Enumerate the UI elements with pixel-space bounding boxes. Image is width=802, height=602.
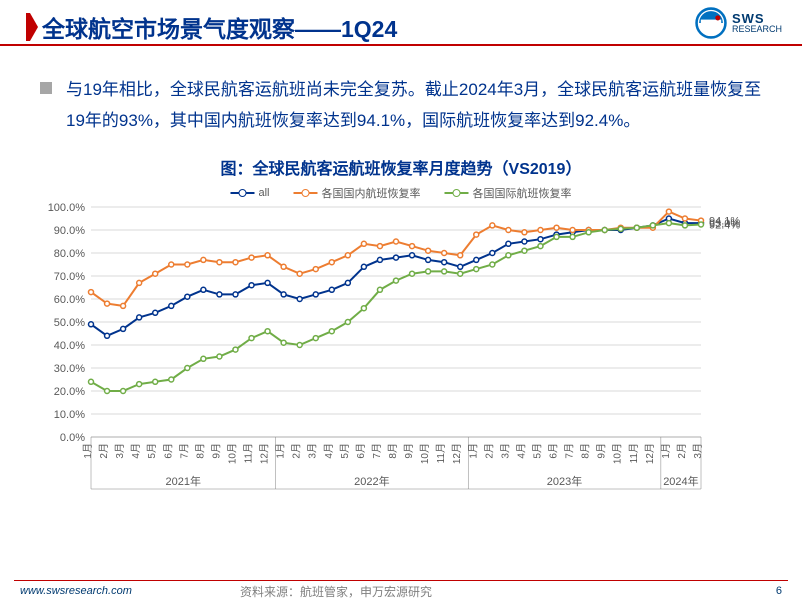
- footer-url: www.swsresearch.com: [20, 585, 132, 597]
- svg-text:12月: 12月: [259, 443, 271, 464]
- svg-text:10月: 10月: [612, 443, 624, 464]
- svg-text:5月: 5月: [339, 443, 351, 459]
- svg-text:12月: 12月: [644, 443, 656, 464]
- svg-text:7月: 7月: [564, 443, 576, 459]
- svg-text:2023年: 2023年: [547, 474, 582, 488]
- svg-text:2月: 2月: [483, 443, 495, 459]
- svg-text:6月: 6月: [162, 443, 174, 459]
- svg-text:2月: 2月: [291, 443, 303, 459]
- svg-text:3月: 3月: [499, 443, 511, 459]
- svg-text:50.0%: 50.0%: [54, 317, 85, 329]
- svg-text:3月: 3月: [692, 443, 704, 459]
- svg-text:0.0%: 0.0%: [60, 432, 85, 444]
- svg-text:6月: 6月: [355, 443, 367, 459]
- svg-text:90.0%: 90.0%: [54, 225, 85, 237]
- legend-item: 各国国际航班恢复率: [445, 185, 572, 201]
- svg-text:9月: 9月: [596, 443, 608, 459]
- slide-body: 与19年相比，全球民航客运航班尚未完全复苏。截止2024年3月，全球民航客运航班…: [0, 50, 802, 525]
- svg-text:2月: 2月: [98, 443, 110, 459]
- svg-text:92.4%: 92.4%: [709, 219, 740, 231]
- footer-page-number: 6: [776, 585, 782, 597]
- svg-text:10月: 10月: [419, 443, 431, 464]
- svg-text:1月: 1月: [660, 443, 672, 459]
- svg-text:5月: 5月: [146, 443, 158, 459]
- footer-source: 资料来源：航班管家，申万宏源研究: [240, 583, 432, 600]
- svg-text:8月: 8月: [194, 443, 206, 459]
- logo-icon: [694, 6, 728, 40]
- svg-text:1月: 1月: [467, 443, 479, 459]
- bullet-icon: [40, 82, 52, 94]
- svg-text:4月: 4月: [130, 443, 142, 459]
- slide-header: 全球航空市场景气度观察——1Q24 SWS RESEARCH: [0, 0, 802, 50]
- legend-item: 各国国内航班恢复率: [294, 185, 421, 201]
- svg-text:2021年: 2021年: [166, 474, 201, 488]
- svg-text:80.0%: 80.0%: [54, 248, 85, 260]
- logo-text-bottom: RESEARCH: [732, 25, 782, 34]
- recovery-chart: all 各国国内航班恢复率 各国国际航班恢复率 0.0% 10.0% 20.0% 30.0…: [41, 185, 761, 525]
- svg-text:10.0%: 10.0%: [54, 409, 85, 421]
- svg-text:2月: 2月: [676, 443, 688, 459]
- footer-divider: [14, 580, 788, 581]
- slide-title: 全球航空市场景气度观察——1Q24: [42, 10, 397, 44]
- sws-logo: SWS RESEARCH: [694, 6, 782, 40]
- svg-text:9月: 9月: [403, 443, 415, 459]
- svg-text:100.0%: 100.0%: [48, 202, 86, 214]
- svg-text:11月: 11月: [243, 443, 255, 463]
- header-divider: [0, 44, 802, 46]
- svg-text:4月: 4月: [515, 443, 527, 459]
- svg-text:5月: 5月: [531, 443, 543, 459]
- svg-text:6月: 6月: [548, 443, 560, 459]
- svg-text:30.0%: 30.0%: [54, 363, 85, 375]
- description-text: 与19年相比，全球民航客运航班尚未完全复苏。截止2024年3月，全球民航客运航班…: [66, 74, 762, 137]
- chart-title: 图：全球民航客运航班恢复率月度趋势（VS2019）: [40, 155, 762, 179]
- title-marker: [30, 13, 38, 41]
- svg-text:1月: 1月: [82, 443, 94, 459]
- svg-text:60.0%: 60.0%: [54, 294, 85, 306]
- chart-legend: all 各国国内航班恢复率 各国国际航班恢复率: [230, 185, 571, 201]
- svg-text:70.0%: 70.0%: [54, 271, 85, 283]
- svg-text:12月: 12月: [451, 443, 463, 464]
- svg-text:10月: 10月: [226, 443, 238, 464]
- svg-text:8月: 8月: [387, 443, 399, 459]
- svg-text:3月: 3月: [114, 443, 126, 459]
- svg-text:11月: 11月: [628, 443, 640, 463]
- svg-text:9月: 9月: [210, 443, 222, 459]
- chart-canvas: 0.0% 10.0% 20.0% 30.0% 40.0% 50.0% 60.0% 70.0% 8…: [41, 185, 761, 525]
- legend-item: all: [230, 185, 269, 201]
- svg-text:1月: 1月: [275, 443, 287, 459]
- svg-text:7月: 7月: [371, 443, 383, 459]
- svg-text:20.0%: 20.0%: [54, 386, 85, 398]
- svg-text:4月: 4月: [323, 443, 335, 459]
- svg-text:3月: 3月: [307, 443, 319, 459]
- svg-text:40.0%: 40.0%: [54, 340, 85, 352]
- svg-text:2024年: 2024年: [663, 474, 698, 488]
- svg-text:8月: 8月: [580, 443, 592, 459]
- svg-text:11月: 11月: [435, 443, 447, 463]
- svg-text:2022年: 2022年: [354, 474, 389, 488]
- svg-text:7月: 7月: [178, 443, 190, 459]
- slide-footer: www.swsresearch.com 资料来源：航班管家，申万宏源研究 6: [0, 580, 802, 602]
